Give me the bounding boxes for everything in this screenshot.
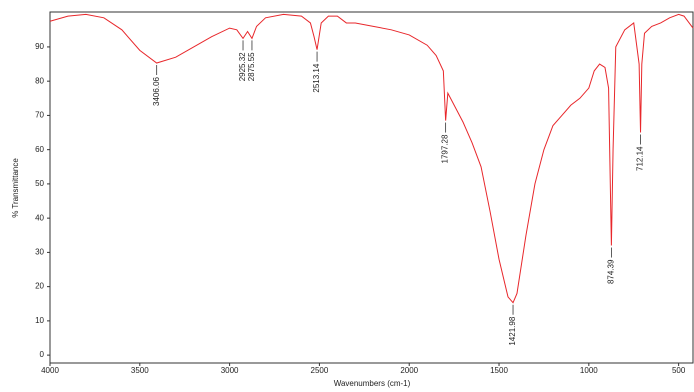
x-tick-label: 1000 — [580, 366, 598, 375]
x-tick-label: 2500 — [311, 366, 329, 375]
y-tick-label: 30 — [35, 248, 44, 257]
peak-label: 874.39 — [606, 259, 615, 284]
peak-label: 2513.14 — [312, 63, 321, 92]
spectrum-line — [49, 13, 694, 304]
peak-label: 2925.32 — [238, 52, 247, 81]
y-tick-label: 10 — [35, 316, 44, 325]
y-tick-label: 50 — [35, 179, 44, 188]
peak-label: 1421.98 — [508, 316, 517, 345]
x-tick-label: 4000 — [41, 366, 59, 375]
x-tick-label: 2000 — [400, 366, 418, 375]
peak-label: 2875.55 — [247, 52, 256, 81]
peak-label: 1797.28 — [441, 134, 450, 163]
y-tick-label: 0 — [40, 350, 45, 359]
y-tick-label: 60 — [35, 145, 44, 154]
x-tick-label: 500 — [672, 366, 686, 375]
y-tick-label: 40 — [35, 213, 44, 222]
x-tick-label: 3000 — [221, 366, 239, 375]
y-tick-label: 20 — [35, 282, 44, 291]
peak-label: 712.14 — [636, 146, 645, 171]
plot-frame — [49, 11, 694, 364]
y-axis-label: % Transmittance — [11, 158, 20, 218]
x-axis-label: Wavenumbers (cm-1) — [334, 379, 411, 388]
x-tick-label: 3500 — [131, 366, 149, 375]
y-tick-label: 80 — [35, 76, 44, 85]
y-tick-label: 70 — [35, 111, 44, 120]
x-tick-label: 1500 — [490, 366, 508, 375]
y-tick-label: 90 — [35, 42, 44, 51]
peak-label: 3406.06 — [152, 76, 161, 105]
